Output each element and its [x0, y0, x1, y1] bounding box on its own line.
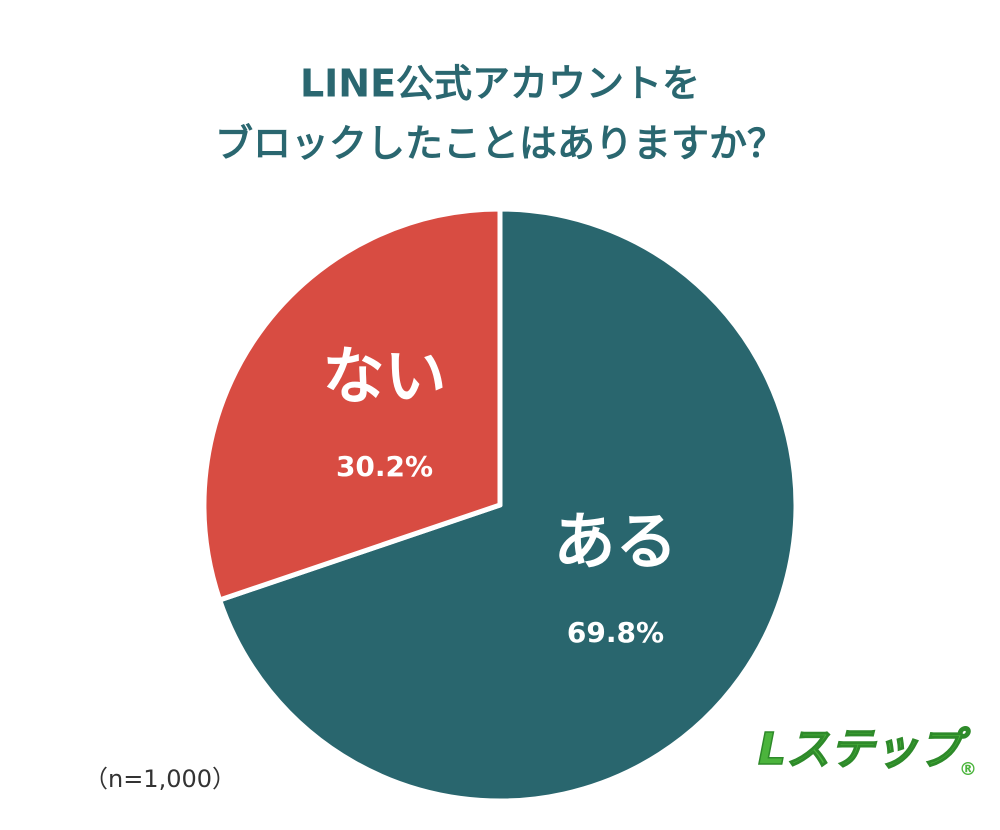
sample-note: （n=1,000）	[84, 765, 236, 793]
chart-title: ブロックしたことはありますか？	[215, 122, 785, 166]
slice-label: ない	[323, 339, 447, 412]
pie-slice	[201, 206, 503, 603]
pie-slice	[217, 206, 799, 804]
logo-text: Lステップ	[758, 724, 971, 775]
chart-title: LINE公式アカウントを	[300, 62, 700, 106]
value-label: 69.8%	[567, 616, 664, 649]
logo-mark: ®	[959, 759, 977, 780]
logo: Lステップ ®	[757, 723, 977, 780]
value-label: 30.2%	[336, 450, 433, 483]
slice-label: ある	[553, 505, 677, 578]
